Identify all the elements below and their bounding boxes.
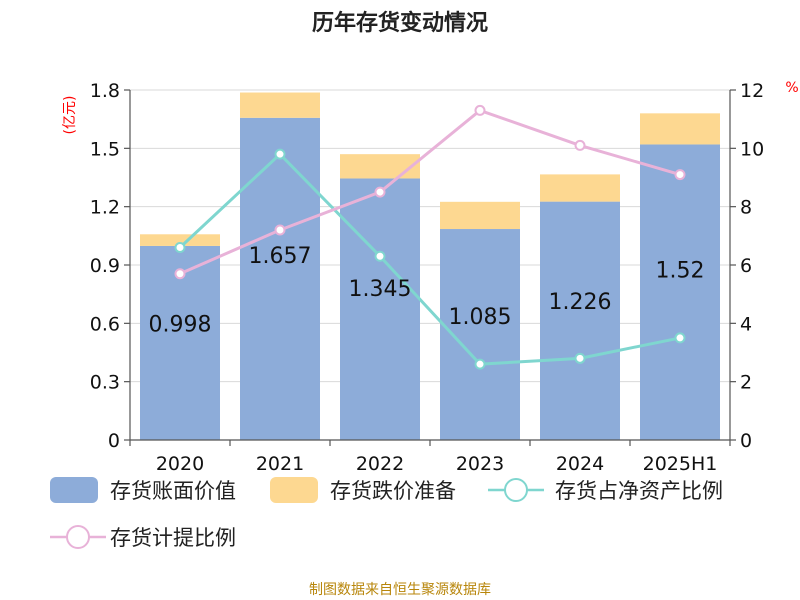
data-label-book-value: 1.085 bbox=[449, 305, 512, 330]
right-axis-unit: % bbox=[785, 80, 798, 96]
bar-book-value bbox=[240, 117, 320, 441]
bar-impairment-provision bbox=[540, 174, 620, 202]
x-tick-label: 2023 bbox=[456, 453, 504, 475]
gridlines bbox=[130, 89, 730, 383]
point-provision-ratio bbox=[274, 224, 286, 236]
bar-impairment-provision bbox=[640, 113, 720, 145]
left-tick-label: 1.2 bbox=[90, 197, 120, 219]
point-provision-ratio bbox=[574, 139, 586, 151]
point-inventory-to-net-assets bbox=[274, 148, 286, 160]
right-tick-label: 8 bbox=[740, 197, 752, 219]
legend-marker bbox=[66, 525, 90, 549]
legend-swatch bbox=[270, 477, 318, 503]
point-provision-ratio bbox=[674, 169, 686, 181]
right-tick-label: 6 bbox=[740, 255, 752, 277]
data-label-book-value: 1.657 bbox=[249, 244, 312, 269]
left-tick-label: 0.6 bbox=[90, 313, 120, 335]
right-tick-label: 10 bbox=[740, 138, 764, 160]
bar-impairment-provision bbox=[340, 154, 420, 179]
axes: 0 0.3 0.6 0.9 1.2 1.5 1.8 0 2 4 6 8 10 12 2020 2021 2022… bbox=[90, 80, 764, 475]
data-label-book-value: 1.345 bbox=[349, 277, 412, 302]
bar-book-value bbox=[640, 144, 720, 440]
point-inventory-to-net-assets bbox=[374, 250, 386, 262]
point-provision-ratio bbox=[374, 186, 386, 198]
point-provision-ratio bbox=[474, 104, 486, 116]
left-tick-label: 0 bbox=[108, 430, 120, 452]
right-tick-label: 4 bbox=[740, 313, 752, 335]
x-tick-label: 2025H1 bbox=[643, 453, 718, 475]
left-axis-unit: (亿元) bbox=[62, 96, 78, 135]
right-tick-label: 2 bbox=[740, 372, 752, 394]
legend-marker bbox=[504, 478, 528, 502]
point-inventory-to-net-assets bbox=[474, 358, 486, 370]
point-inventory-to-net-assets bbox=[174, 242, 186, 253]
left-tick-label: 1.8 bbox=[90, 80, 120, 102]
right-tick-label: 0 bbox=[740, 430, 752, 452]
left-tick-label: 0.3 bbox=[90, 372, 120, 394]
data-label-book-value: 1.226 bbox=[549, 290, 612, 315]
bar-impairment-provision bbox=[140, 234, 220, 246]
left-tick-label: 0.9 bbox=[90, 255, 120, 277]
data-labels: 0.998 1.657 1.345 1.085 1.226 1.52 bbox=[149, 244, 705, 338]
chart-title: 历年存货变动情况 bbox=[312, 10, 488, 36]
point-inventory-to-net-assets bbox=[674, 332, 686, 344]
x-tick-label: 2020 bbox=[156, 453, 204, 475]
bar-series-group bbox=[140, 92, 720, 441]
line-provision-ratio bbox=[179, 108, 681, 276]
point-provision-ratio bbox=[174, 268, 186, 280]
right-tick-label: 12 bbox=[740, 80, 764, 102]
legend-label: 存货占净资产比例 bbox=[555, 479, 723, 503]
bar-book-value bbox=[540, 201, 620, 440]
bar-impairment-provision bbox=[240, 92, 320, 118]
line-inventory-to-net-assets bbox=[178, 152, 681, 366]
point-inventory-to-net-assets bbox=[574, 352, 586, 364]
data-label-book-value: 0.998 bbox=[149, 313, 212, 338]
x-tick-label: 2022 bbox=[356, 453, 404, 475]
bar-book-value bbox=[340, 178, 420, 440]
line-series-group bbox=[174, 104, 686, 370]
legend-label: 存货跌价准备 bbox=[330, 479, 456, 503]
data-label-book-value: 1.52 bbox=[656, 258, 705, 283]
legend-label: 存货账面价值 bbox=[110, 479, 236, 503]
legend-label: 存货计提比例 bbox=[110, 526, 236, 550]
legend-swatch bbox=[50, 477, 98, 503]
x-tick-label: 2021 bbox=[256, 453, 304, 475]
bar-impairment-provision bbox=[440, 201, 520, 230]
left-tick-label: 1.5 bbox=[90, 138, 120, 160]
x-tick-label: 2024 bbox=[556, 453, 604, 475]
source-footer: 制图数据来自恒生聚源数据库 bbox=[309, 582, 491, 598]
